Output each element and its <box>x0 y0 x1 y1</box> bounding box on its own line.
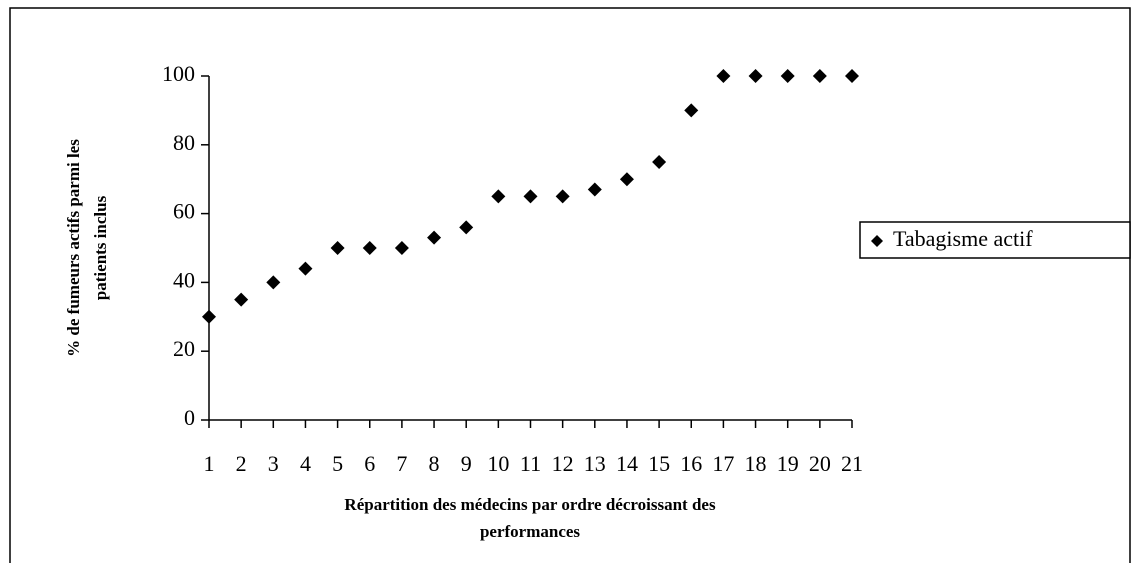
data-point <box>555 189 570 204</box>
x-tick-label: 15 <box>648 451 670 476</box>
data-point <box>748 69 763 83</box>
y-tick-label: 20 <box>173 336 195 361</box>
data-point <box>716 69 731 83</box>
x-tick-label: 21 <box>841 451 863 476</box>
x-tick-label: 18 <box>745 451 767 476</box>
x-tick-label: 12 <box>552 451 574 476</box>
data-point <box>330 241 345 255</box>
y-tick-label: 40 <box>173 267 195 292</box>
data-point <box>459 220 474 235</box>
x-tick-label: 17 <box>712 451 734 476</box>
data-point <box>234 292 249 307</box>
data-point <box>202 309 216 324</box>
data-point <box>780 69 795 83</box>
y-tick-label: 0 <box>184 405 195 430</box>
data-point <box>298 261 313 276</box>
data-point <box>619 172 634 187</box>
x-tick-label: 2 <box>236 451 247 476</box>
x-tick-label: 20 <box>809 451 831 476</box>
data-point <box>427 230 442 245</box>
data-point <box>684 103 699 118</box>
x-tick-label: 1 <box>204 451 215 476</box>
chart-frame <box>9 7 1131 563</box>
data-point <box>812 69 827 83</box>
x-tick-label: 19 <box>777 451 799 476</box>
x-axis-label: Répartition des médecins par ordre décro… <box>344 495 716 514</box>
x-tick-label: 9 <box>461 451 472 476</box>
x-axis-label: performances <box>480 522 580 541</box>
data-point <box>266 275 281 290</box>
legend-label: Tabagisme actif <box>893 226 1033 251</box>
x-tick-label: 3 <box>268 451 279 476</box>
y-tick-label: 80 <box>173 130 195 155</box>
x-tick-label: 10 <box>487 451 509 476</box>
y-tick-label: 100 <box>162 61 195 86</box>
x-tick-label: 16 <box>680 451 702 476</box>
legend-marker <box>871 235 883 247</box>
x-tick-label: 14 <box>616 451 638 476</box>
y-axis-label: patients inclus <box>91 195 110 300</box>
x-tick-label: 7 <box>396 451 407 476</box>
x-tick-label: 11 <box>520 451 541 476</box>
legend-box <box>859 221 1131 259</box>
data-point <box>394 241 409 255</box>
data-point <box>845 69 859 83</box>
data-point <box>523 189 538 204</box>
x-tick-label: 6 <box>364 451 375 476</box>
data-point <box>491 189 506 204</box>
y-axis-label: % de fumeurs actifs parmi les <box>64 139 83 357</box>
y-axis-label-group: % de fumeurs actifs parmi les patients in… <box>64 139 110 357</box>
data-point <box>362 241 377 255</box>
data-point <box>587 182 602 197</box>
x-tick-label: 5 <box>332 451 343 476</box>
x-tick-label: 13 <box>584 451 606 476</box>
x-tick-label: 4 <box>300 451 311 476</box>
y-tick-label: 60 <box>173 199 195 224</box>
data-point <box>652 155 667 169</box>
x-tick-label: 8 <box>429 451 440 476</box>
